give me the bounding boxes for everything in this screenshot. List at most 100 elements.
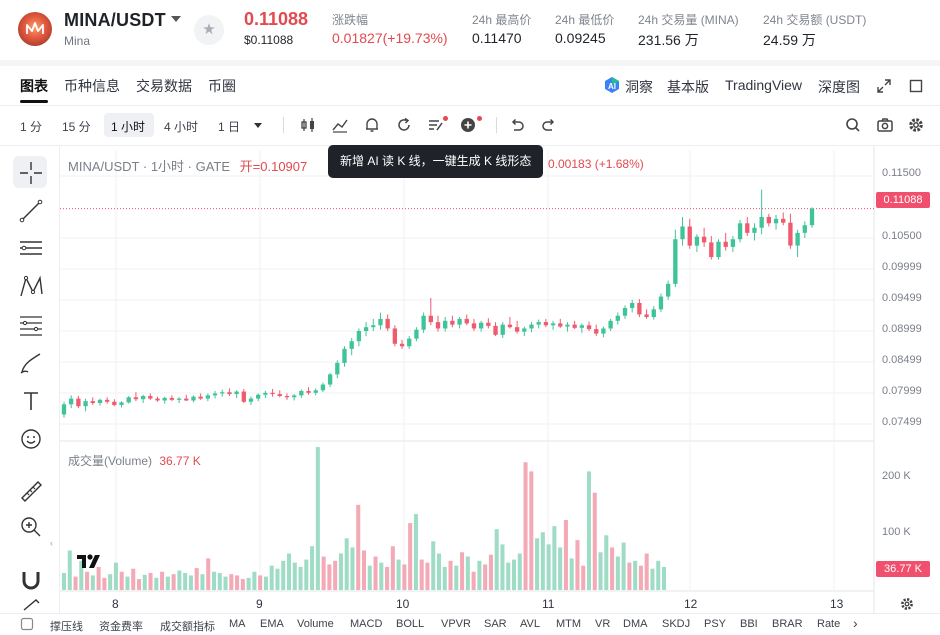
indicator-item[interactable]: BRAR: [772, 618, 803, 630]
indicator-item[interactable]: 撑压线: [50, 621, 83, 633]
ai-kline-icon[interactable]: [426, 115, 446, 135]
horizontal-lines-tool-icon[interactable]: [16, 234, 46, 264]
indicator-item[interactable]: SAR: [484, 618, 507, 630]
tab-chart[interactable]: 图表: [20, 78, 48, 94]
chart-settings-gear-icon[interactable]: [899, 596, 915, 612]
indicator-item[interactable]: EMA: [260, 618, 284, 630]
indicator-item[interactable]: 资金费率: [99, 621, 143, 633]
indicator-item[interactable]: BOLL: [396, 618, 425, 630]
candle-body: [414, 329, 419, 339]
volume-bar: [338, 553, 343, 590]
timeframe-15m[interactable]: 15 分: [62, 120, 91, 134]
tab-insight[interactable]: 洞察: [625, 79, 653, 95]
tradingview-logo-icon[interactable]: [76, 552, 102, 570]
candle-body: [781, 218, 786, 223]
volume-bar: [650, 568, 655, 590]
indicator-item[interactable]: AVL: [520, 618, 540, 630]
tab-coin-info[interactable]: 币种信息: [64, 78, 120, 94]
timeframe-dropdown-chevron-icon[interactable]: [254, 123, 262, 128]
undo-icon[interactable]: [507, 115, 527, 135]
pair-dropdown-chevron-icon[interactable]: [171, 16, 181, 22]
pattern-tool-icon[interactable]: [16, 272, 46, 302]
chart-panel[interactable]: [0, 146, 940, 635]
volume-bar: [252, 571, 257, 590]
candle-type-icon[interactable]: [298, 115, 318, 135]
tab-basic-version[interactable]: 基本版: [667, 79, 709, 95]
collapse-panel-chevron-icon[interactable]: ‹: [50, 538, 53, 548]
redo-icon[interactable]: [539, 115, 559, 135]
favorite-star-button[interactable]: ★: [194, 15, 224, 45]
volume-bar: [165, 576, 170, 590]
trend-line-tool-icon[interactable]: [16, 196, 46, 226]
settings-gear-icon[interactable]: [906, 115, 926, 135]
volume-bar: [494, 529, 499, 590]
volume-bar: [235, 575, 240, 590]
tab-tradingview[interactable]: TradingView: [725, 77, 803, 93]
candle-body: [723, 241, 728, 247]
tab-community[interactable]: 币圈: [208, 78, 236, 94]
candle-body: [673, 239, 678, 284]
brush-tool-icon[interactable]: [16, 348, 46, 378]
volume-bar: [315, 447, 320, 590]
zoom-in-tool-icon[interactable]: [16, 512, 46, 542]
indicator-item[interactable]: 成交额指标: [160, 621, 215, 633]
indicator-item[interactable]: VR: [595, 618, 611, 630]
kline-chart-canvas[interactable]: [0, 146, 940, 613]
text-tool-icon[interactable]: [16, 386, 46, 416]
indicator-item[interactable]: PSY: [704, 618, 727, 630]
indicator-item[interactable]: VPVR: [441, 618, 471, 630]
replay-icon[interactable]: [394, 115, 414, 135]
indicator-scroll-chevron-icon[interactable]: ›: [853, 615, 858, 631]
camera-snapshot-icon[interactable]: [875, 115, 895, 135]
indicator-item[interactable]: DMA: [623, 618, 648, 630]
candle-body: [184, 398, 189, 401]
pair-title[interactable]: MINA/USDT: [64, 10, 166, 30]
alert-bell-icon[interactable]: [362, 115, 382, 135]
timeframe-1h[interactable]: 1 小时: [111, 120, 146, 134]
volume-bar: [413, 513, 418, 590]
candle-body: [637, 302, 642, 315]
add-plus-circle-icon[interactable]: [458, 115, 478, 135]
indicator-item[interactable]: Volume: [297, 618, 334, 630]
candle-body: [61, 404, 67, 415]
candle-body: [385, 318, 390, 329]
fibonacci-tool-icon[interactable]: [16, 310, 46, 340]
candle-body: [342, 348, 347, 363]
chart-ohlc-legend: MINA/USDT · 1小时 · GATE 开=0.10907: [68, 156, 307, 175]
volume-bar: [638, 565, 643, 590]
volume-bar: [206, 558, 211, 590]
timeframe-4h[interactable]: 4 小时: [164, 120, 199, 134]
candle-body: [263, 392, 268, 395]
indicator-checkbox-icon[interactable]: [20, 617, 34, 631]
timeframe-1d[interactable]: 1 日: [218, 120, 241, 134]
tab-depth-chart[interactable]: 深度图: [818, 79, 860, 95]
magnet-tool-icon[interactable]: [16, 564, 46, 594]
indicator-item[interactable]: MA: [229, 618, 246, 630]
volume-bar: [211, 571, 217, 590]
volume-bar: [367, 565, 372, 590]
volume-bar: [592, 492, 597, 590]
price-axis-label: 0.09499: [882, 292, 922, 304]
crosshair-tool-icon[interactable]: [16, 158, 46, 188]
pencil-tool-icon[interactable]: [16, 598, 46, 612]
indicators-icon[interactable]: [330, 115, 350, 135]
indicator-item[interactable]: BBI: [740, 618, 758, 630]
window-square-icon[interactable]: [909, 79, 923, 93]
candle-body: [709, 242, 714, 258]
search-icon[interactable]: [843, 115, 863, 135]
emoji-tool-icon[interactable]: [16, 424, 46, 454]
fullscreen-expand-icon[interactable]: [877, 79, 891, 93]
volume-bar: [258, 575, 263, 590]
volume-bar: [321, 556, 326, 590]
volume-bar: [79, 560, 84, 590]
indicator-item[interactable]: MACD: [350, 618, 383, 630]
indicator-item[interactable]: SKDJ: [662, 618, 691, 630]
volume-bar: [292, 562, 297, 590]
ruler-tool-icon[interactable]: [16, 476, 46, 506]
candle-body: [220, 392, 225, 394]
indicator-item[interactable]: MTM: [556, 618, 582, 630]
timeframe-1m[interactable]: 1 分: [20, 120, 43, 134]
indicator-item[interactable]: Rate: [817, 618, 841, 630]
tab-trade-data[interactable]: 交易数据: [136, 78, 192, 94]
candle-body: [680, 226, 685, 240]
